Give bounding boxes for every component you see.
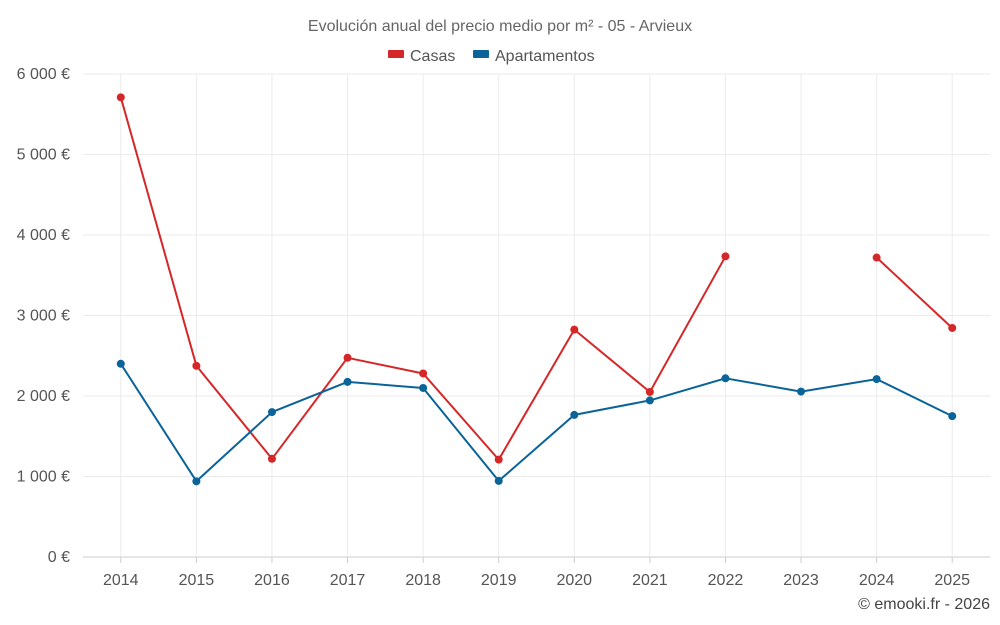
data-point-apartamentos[interactable]: [343, 377, 352, 386]
y-tick-label: 4 000 €: [17, 227, 70, 244]
data-point-apartamentos[interactable]: [192, 477, 201, 486]
x-tick-label: 2021: [632, 572, 668, 589]
legend-label-casas[interactable]: Casas: [410, 48, 455, 65]
x-tick-label: 2023: [783, 572, 819, 589]
x-tick-label: 2022: [708, 572, 744, 589]
series-casas[interactable]: [116, 93, 957, 464]
data-point-apartamentos[interactable]: [721, 374, 730, 383]
data-point-apartamentos[interactable]: [948, 412, 957, 421]
y-tick-label: 2 000 €: [17, 388, 70, 405]
data-point-casas[interactable]: [343, 353, 352, 362]
x-tick-label: 2025: [934, 572, 970, 589]
x-axis-ticks: 2014 2015 2016 2017 2018 2019 2020 2021 2022 2023…: [103, 557, 970, 589]
data-point-casas[interactable]: [721, 252, 730, 261]
data-point-apartamentos[interactable]: [494, 476, 503, 485]
series: [116, 93, 957, 486]
x-tick-label: 2017: [330, 572, 366, 589]
data-point-casas[interactable]: [116, 93, 125, 102]
data-point-apartamentos[interactable]: [570, 410, 579, 419]
data-point-apartamentos[interactable]: [645, 396, 654, 405]
y-tick-label: 5 000 €: [17, 147, 70, 164]
grid: [83, 73, 990, 558]
data-point-casas[interactable]: [645, 387, 654, 396]
data-point-apartamentos[interactable]: [116, 359, 125, 368]
chart-title: Evolución anual del precio medio por m² …: [308, 18, 692, 35]
data-point-apartamentos[interactable]: [267, 408, 276, 417]
x-tick-label: 2020: [556, 572, 592, 589]
x-tick-label: 2016: [254, 572, 290, 589]
data-point-casas[interactable]: [494, 455, 503, 464]
x-tick-label: 2024: [859, 572, 895, 589]
data-point-casas[interactable]: [419, 369, 428, 378]
y-axis-ticks: 0 € 1 000 € 2 000 € 3 000 € 4 000 € 5 000 € 6 …: [17, 66, 70, 566]
x-tick-label: 2015: [179, 572, 215, 589]
series-line-casas[interactable]: [119, 97, 953, 461]
data-point-apartamentos[interactable]: [872, 375, 881, 384]
series-apartamentos[interactable]: [116, 359, 957, 486]
legend-label-apartamentos[interactable]: Apartamentos: [495, 48, 595, 65]
data-point-casas[interactable]: [872, 253, 881, 262]
y-tick-label: 6 000 €: [17, 66, 70, 83]
x-tick-label: 2014: [103, 572, 139, 589]
legend-swatch-casas: [388, 50, 404, 58]
legend-item-apartamentos[interactable]: Apartamentos: [473, 48, 595, 65]
data-point-casas[interactable]: [267, 454, 276, 463]
data-point-casas[interactable]: [948, 323, 957, 332]
y-tick-label: 3 000 €: [17, 308, 70, 325]
data-point-casas[interactable]: [570, 325, 579, 334]
data-point-casas[interactable]: [192, 361, 201, 370]
y-tick-label: 1 000 €: [17, 469, 70, 486]
legend-swatch-apartamentos: [473, 50, 489, 58]
legend[interactable]: Casas Apartamentos: [388, 48, 595, 65]
data-point-apartamentos[interactable]: [419, 383, 428, 392]
legend-item-casas[interactable]: Casas: [388, 48, 455, 65]
x-tick-label: 2018: [405, 572, 441, 589]
data-point-apartamentos[interactable]: [797, 387, 806, 396]
series-line-apartamentos[interactable]: [119, 363, 953, 483]
credit-text: © emooki.fr - 2026: [858, 596, 990, 613]
x-tick-label: 2019: [481, 572, 517, 589]
y-tick-label: 0 €: [48, 549, 70, 566]
